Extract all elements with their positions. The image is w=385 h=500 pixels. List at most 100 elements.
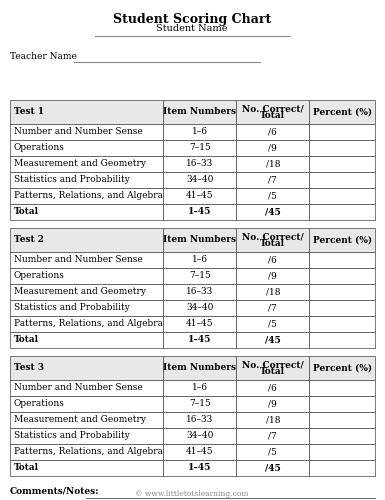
Bar [309, 228, 375, 252]
Text: 34–40: 34–40 [186, 432, 214, 440]
Text: /9: /9 [268, 400, 277, 408]
Text: /5: /5 [268, 320, 277, 328]
Bar [10, 300, 163, 316]
Text: Number and Number Sense: Number and Number Sense [14, 128, 143, 136]
Text: Student Name: Student Name [156, 24, 228, 33]
Bar [309, 140, 375, 156]
Text: Percent (%): Percent (%) [313, 108, 372, 116]
Bar [163, 332, 236, 348]
Text: No. Correct/: No. Correct/ [242, 232, 304, 241]
Bar [10, 412, 163, 428]
Text: Statistics and Probability: Statistics and Probability [14, 432, 130, 440]
Text: Student Scoring Chart: Student Scoring Chart [113, 13, 271, 26]
Bar [163, 300, 236, 316]
Bar [10, 268, 163, 284]
Text: /45: /45 [265, 208, 281, 216]
Bar [236, 444, 309, 460]
Bar [236, 268, 309, 284]
Bar [163, 188, 236, 204]
Bar [309, 460, 375, 476]
Text: 7–15: 7–15 [189, 144, 211, 152]
Text: Patterns, Relations, and Algebra: Patterns, Relations, and Algebra [14, 192, 163, 200]
Text: 1–45: 1–45 [188, 464, 211, 472]
Text: 1–45: 1–45 [188, 336, 211, 344]
Bar [163, 172, 236, 188]
Text: Item Numbers: Item Numbers [163, 236, 236, 244]
Bar [10, 444, 163, 460]
Text: Total: Total [14, 464, 39, 472]
Bar [163, 204, 236, 220]
Text: Number and Number Sense: Number and Number Sense [14, 256, 143, 264]
Text: /18: /18 [266, 288, 280, 296]
Text: Total: Total [260, 367, 285, 376]
Text: Percent (%): Percent (%) [313, 236, 372, 244]
Bar [309, 356, 375, 380]
Text: /45: /45 [265, 464, 281, 472]
Bar [309, 332, 375, 348]
Text: /5: /5 [268, 448, 277, 456]
Text: 1–45: 1–45 [188, 208, 211, 216]
Text: Total: Total [260, 111, 285, 120]
Bar [236, 316, 309, 332]
Text: Test 3: Test 3 [14, 364, 44, 372]
Bar [163, 444, 236, 460]
Text: 41–45: 41–45 [186, 192, 214, 200]
Text: Total: Total [14, 208, 39, 216]
Text: /6: /6 [268, 384, 277, 392]
Text: /45: /45 [265, 336, 281, 344]
Text: /6: /6 [268, 128, 277, 136]
Bar [163, 100, 236, 124]
Text: Measurement and Geometry: Measurement and Geometry [14, 160, 146, 168]
Bar [236, 204, 309, 220]
Text: Teacher Name: Teacher Name [10, 52, 80, 61]
Bar [10, 380, 163, 396]
Bar [309, 172, 375, 188]
Bar [236, 228, 309, 252]
Text: /5: /5 [268, 192, 277, 200]
Text: 34–40: 34–40 [186, 176, 214, 184]
Bar [236, 460, 309, 476]
Bar [236, 156, 309, 172]
Text: Test 2: Test 2 [14, 236, 44, 244]
Bar [10, 316, 163, 332]
Bar [163, 228, 236, 252]
Bar [236, 172, 309, 188]
Bar [236, 140, 309, 156]
Bar [10, 172, 163, 188]
Bar [309, 444, 375, 460]
Text: 34–40: 34–40 [186, 304, 214, 312]
Bar [309, 204, 375, 220]
Bar [309, 380, 375, 396]
Bar [236, 300, 309, 316]
Text: Patterns, Relations, and Algebra: Patterns, Relations, and Algebra [14, 448, 163, 456]
Text: Percent (%): Percent (%) [313, 364, 372, 372]
Bar [309, 124, 375, 140]
Text: Measurement and Geometry: Measurement and Geometry [14, 416, 146, 424]
Bar [236, 284, 309, 300]
Bar [236, 380, 309, 396]
Text: Comments/Notes:: Comments/Notes: [10, 486, 100, 495]
Text: Measurement and Geometry: Measurement and Geometry [14, 288, 146, 296]
Bar [163, 124, 236, 140]
Text: 1–6: 1–6 [192, 384, 208, 392]
Text: Total: Total [260, 239, 285, 248]
Text: Operations: Operations [14, 400, 65, 408]
Bar [163, 252, 236, 268]
Bar [309, 316, 375, 332]
Text: Operations: Operations [14, 144, 65, 152]
Text: Number and Number Sense: Number and Number Sense [14, 384, 143, 392]
Text: /18: /18 [266, 416, 280, 424]
Text: /9: /9 [268, 272, 277, 280]
Bar [309, 396, 375, 412]
Bar [236, 100, 309, 124]
Bar [10, 140, 163, 156]
Text: 16–33: 16–33 [186, 160, 213, 168]
Bar [10, 396, 163, 412]
Bar [163, 140, 236, 156]
Bar [163, 428, 236, 444]
Bar [10, 460, 163, 476]
Bar [236, 356, 309, 380]
Bar [10, 228, 163, 252]
Text: /18: /18 [266, 160, 280, 168]
Text: 16–33: 16–33 [186, 416, 213, 424]
